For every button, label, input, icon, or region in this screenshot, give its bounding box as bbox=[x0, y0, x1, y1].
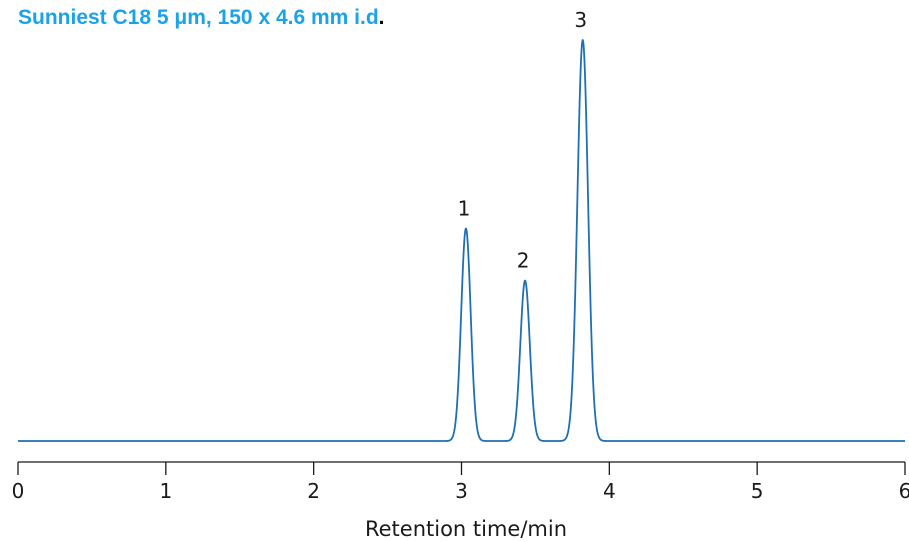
x-tick-label: 5 bbox=[751, 479, 764, 503]
peak-label: 1 bbox=[458, 196, 471, 220]
x-tick-label: 6 bbox=[899, 479, 909, 503]
x-tick-label: 4 bbox=[603, 479, 616, 503]
trace-layer bbox=[17, 39, 906, 442]
chart-title: Sunniest C18 5 μm, 150 x 4.6 mm i.d. bbox=[18, 6, 385, 30]
peak-label: 2 bbox=[517, 249, 530, 273]
peak-labels: 1 2 3 bbox=[458, 8, 588, 273]
x-axis: 0 1 2 3 4 5 6 bbox=[12, 461, 909, 503]
chromatogram-trace bbox=[17, 39, 906, 442]
x-axis-label: Retention time/min bbox=[365, 517, 567, 541]
x-tick-label: 2 bbox=[307, 479, 320, 503]
chart-title-text: Sunniest C18 5 μm, 150 x 4.6 mm i.d bbox=[18, 6, 379, 29]
x-tick-label: 0 bbox=[12, 479, 25, 503]
chart-title-period: . bbox=[378, 6, 385, 29]
x-tick-label: 1 bbox=[159, 479, 172, 503]
x-tick-label: 3 bbox=[455, 479, 468, 503]
peak-label: 3 bbox=[574, 8, 587, 32]
